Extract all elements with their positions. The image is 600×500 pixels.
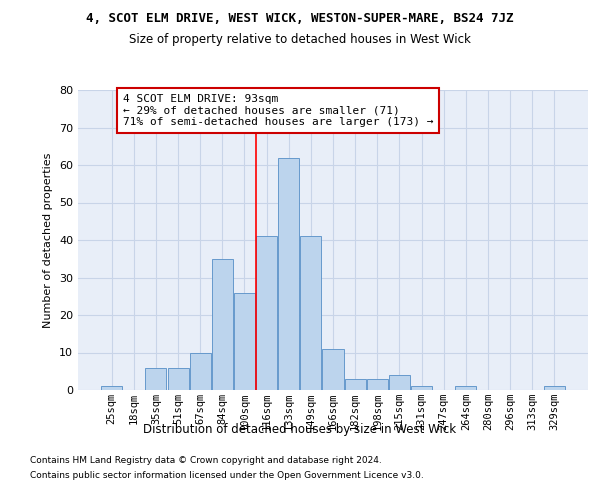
Bar — [344, 379, 365, 390]
Bar — [212, 259, 233, 390]
Bar — [389, 375, 410, 390]
Text: 4 SCOT ELM DRIVE: 93sqm
← 29% of detached houses are smaller (71)
71% of semi-de: 4 SCOT ELM DRIVE: 93sqm ← 29% of detache… — [123, 94, 433, 127]
Bar — [101, 386, 122, 390]
Text: Distribution of detached houses by size in West Wick: Distribution of detached houses by size … — [143, 422, 457, 436]
Y-axis label: Number of detached properties: Number of detached properties — [43, 152, 53, 328]
Text: Size of property relative to detached houses in West Wick: Size of property relative to detached ho… — [129, 32, 471, 46]
Text: 4, SCOT ELM DRIVE, WEST WICK, WESTON-SUPER-MARE, BS24 7JZ: 4, SCOT ELM DRIVE, WEST WICK, WESTON-SUP… — [86, 12, 514, 26]
Bar — [167, 368, 188, 390]
Bar — [145, 368, 166, 390]
Bar — [234, 292, 255, 390]
Bar — [322, 349, 344, 390]
Bar — [411, 386, 432, 390]
Bar — [301, 236, 322, 390]
Bar — [455, 386, 476, 390]
Bar — [256, 236, 277, 390]
Text: Contains public sector information licensed under the Open Government Licence v3: Contains public sector information licen… — [30, 471, 424, 480]
Bar — [278, 158, 299, 390]
Bar — [190, 352, 211, 390]
Text: Contains HM Land Registry data © Crown copyright and database right 2024.: Contains HM Land Registry data © Crown c… — [30, 456, 382, 465]
Bar — [367, 379, 388, 390]
Bar — [544, 386, 565, 390]
